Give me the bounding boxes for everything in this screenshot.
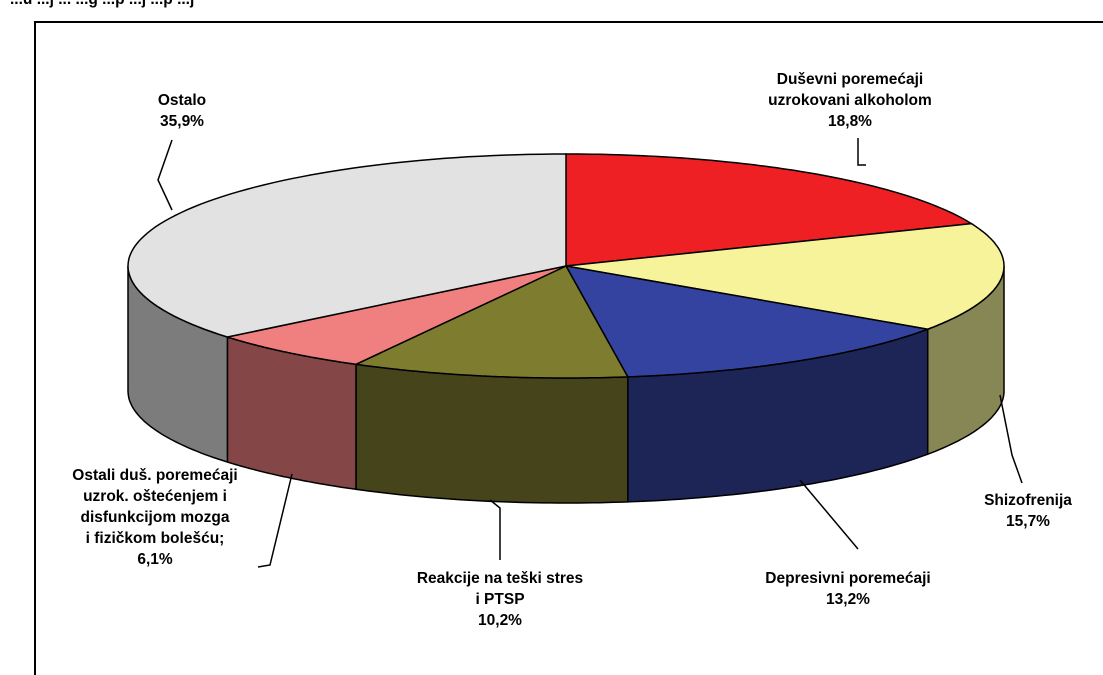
leader-line-1 bbox=[999, 394, 1023, 484]
leader-line-4 bbox=[257, 473, 293, 568]
slice-label-3: Reakcije na teški stres i PTSP 10,2% bbox=[417, 570, 583, 629]
slice-1 bbox=[565, 222, 1005, 330]
slice-label-2: Depresivni poremećaji 13,2% bbox=[765, 570, 930, 608]
cropped-top-text: ...u ...j ... ...g ...p ...j ...p ...j bbox=[10, 0, 194, 8]
pie-tops bbox=[127, 153, 1005, 379]
leader-line-5 bbox=[157, 139, 173, 211]
slice-2 bbox=[564, 264, 931, 378]
slice-label-0: Duševni poremećaji uzrokovani alkoholom 18… bbox=[768, 71, 932, 130]
slice-5 bbox=[127, 153, 567, 338]
slice-label-4: Ostali duš. poremećaji uzrok. oštećenjem … bbox=[72, 467, 237, 568]
leader-line-0 bbox=[857, 138, 866, 166]
slice-side-3 bbox=[355, 363, 629, 504]
slice-0 bbox=[565, 153, 974, 267]
slice-4 bbox=[224, 265, 567, 366]
slice-labels: Duševni poremećaji uzrokovani alkoholom 18… bbox=[72, 71, 1072, 629]
chart-border bbox=[34, 21, 1103, 675]
leader-lines bbox=[157, 138, 1023, 568]
slice-label-5: Ostalo 35,9% bbox=[158, 92, 206, 130]
leader-line-2 bbox=[799, 479, 859, 550]
slice-3 bbox=[353, 265, 630, 379]
slice-label-1: Shizofrenija 15,7% bbox=[984, 492, 1072, 530]
leader-line-3 bbox=[489, 499, 501, 560]
